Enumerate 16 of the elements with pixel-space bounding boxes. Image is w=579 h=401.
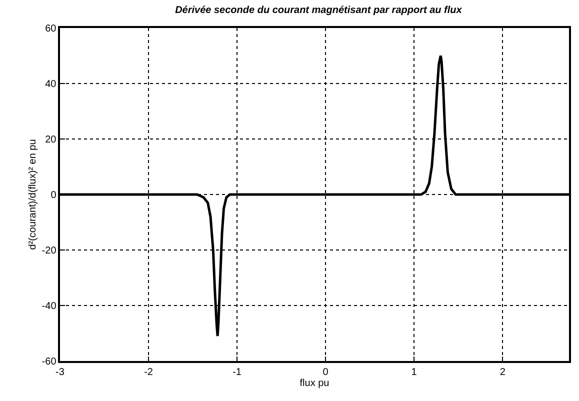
chart-title: Dérivée seconde du courant magnétisant par rapport au flux: [175, 5, 462, 16]
y-axis-title: d²(courant)/d(flux)² en pu: [27, 139, 38, 250]
y-tick-label: -20: [42, 246, 57, 256]
x-tick-label: 2: [500, 366, 506, 378]
y-tick-label: 20: [45, 134, 57, 146]
x-tick-label: 1: [411, 366, 418, 378]
y-tick-label: 60: [45, 24, 57, 34]
x-axis-title: flux pu: [300, 378, 330, 389]
y-tick-label: 40: [45, 79, 57, 90]
y-tick-label: -40: [42, 301, 57, 312]
x-tick-label: -2: [144, 366, 154, 378]
x-tick-label: 0: [322, 366, 329, 378]
y-tick-label: -60: [42, 356, 57, 368]
x-tick-label: -3: [56, 366, 65, 378]
y-tick-label: 0: [50, 190, 57, 201]
x-tick-label: -1: [232, 366, 242, 378]
